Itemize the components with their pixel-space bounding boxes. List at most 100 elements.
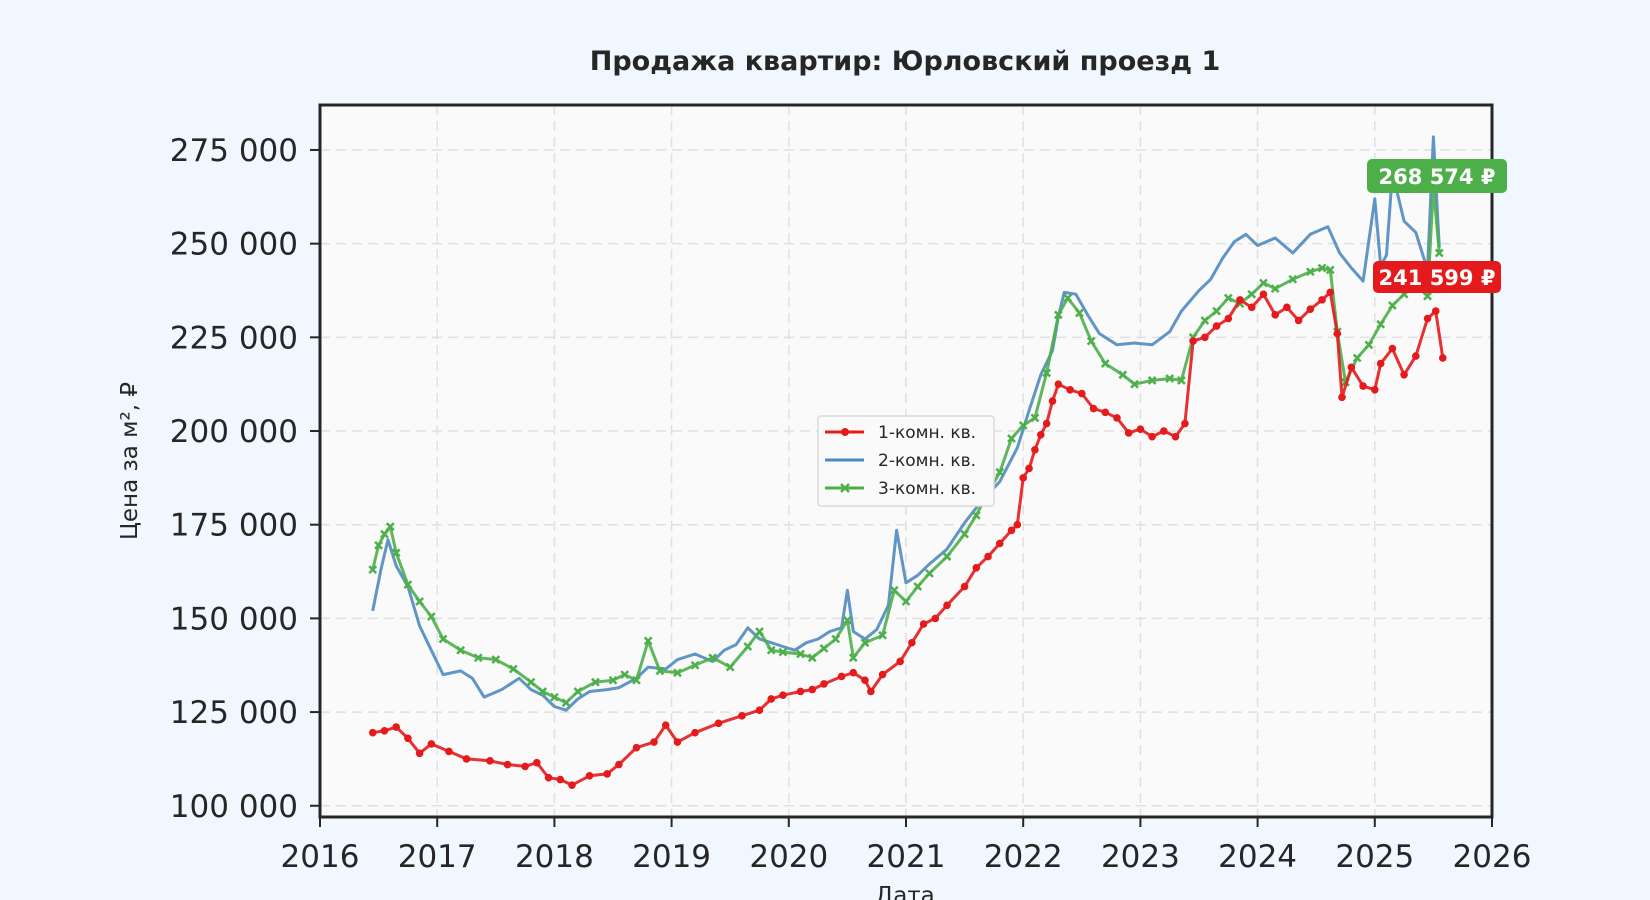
data-point [1325, 265, 1335, 275]
series-line [371, 135, 1441, 712]
x-tick-label: 2017 [398, 839, 477, 875]
data-point [860, 638, 870, 648]
data-point [438, 634, 448, 644]
data-point [1136, 425, 1145, 433]
data-point [1018, 421, 1028, 430]
x-tick-label: 2016 [281, 839, 360, 875]
data-point [1236, 296, 1244, 304]
data-point [491, 655, 501, 664]
data-point [1371, 386, 1379, 394]
data-point [1048, 397, 1057, 405]
data-point [462, 755, 471, 763]
data-point [1118, 370, 1128, 380]
y-axis: 100 000 125 000 150 000 175 000 200 000 225 0… [170, 133, 320, 825]
badge-label: 268 574 ₽ [1379, 165, 1496, 189]
data-point [1294, 316, 1303, 325]
data-point [1031, 445, 1039, 454]
data-point [632, 675, 641, 685]
data-point [403, 580, 413, 590]
data-point [1212, 322, 1221, 330]
data-point [1030, 413, 1040, 423]
last-value-badge: 268 574 ₽ [1367, 159, 1507, 193]
data-point [971, 510, 981, 520]
data-point [1089, 404, 1098, 413]
x-tick-label: 2019 [632, 839, 711, 875]
legend-box [817, 415, 995, 507]
chart-title: Продажа квартир: Юрловский проезд 1 [590, 46, 1221, 77]
data-point [603, 770, 611, 778]
data-point [1247, 303, 1256, 312]
data-point [1007, 434, 1016, 443]
series-lines [368, 135, 1447, 789]
data-point [1063, 293, 1073, 303]
data-point [1376, 359, 1385, 368]
last-value-badge: 241 599 ₽ [1373, 261, 1501, 293]
data-point [1113, 414, 1121, 422]
data-point [1025, 464, 1033, 473]
data-point [632, 743, 641, 752]
legend-label: 2-комн. кв. [878, 451, 976, 471]
y-tick-label: 100 000 [170, 789, 298, 825]
data-point [848, 653, 858, 663]
data-point [1387, 301, 1397, 310]
legend-item: 1-комн. кв. [825, 423, 976, 443]
y-tick-label: 200 000 [170, 414, 298, 450]
data-point [404, 734, 412, 743]
data-point [445, 747, 453, 756]
data-point [1181, 419, 1189, 428]
legend-item: 2-комн. кв. [825, 451, 976, 471]
data-point [643, 636, 653, 646]
x-tick-label: 2023 [1101, 839, 1180, 875]
data-point [456, 645, 466, 655]
data-point [1412, 352, 1420, 360]
series-3 [368, 183, 1444, 708]
data-point [1270, 284, 1280, 294]
data-point [889, 585, 899, 595]
data-point [1317, 263, 1327, 273]
data-point [415, 749, 424, 758]
data-point [901, 597, 911, 606]
data-point [837, 672, 846, 681]
data-point [807, 653, 817, 663]
data-point [673, 738, 682, 746]
x-axis-label: Дата [875, 883, 935, 900]
data-point [1130, 379, 1139, 389]
data-point [995, 539, 1004, 548]
data-point [1306, 305, 1315, 314]
data-point [796, 649, 805, 659]
data-point [1042, 368, 1052, 378]
data-point [1160, 427, 1168, 435]
data-point [1283, 303, 1291, 312]
data-point [831, 634, 841, 644]
badge-background [1367, 159, 1507, 193]
legend-label: 1-комн. кв. [878, 423, 976, 443]
data-point [1224, 314, 1233, 323]
y-tick-label: 225 000 [170, 320, 298, 356]
series-1 [368, 288, 1447, 789]
badge-label: 241 599 ₽ [1379, 266, 1496, 290]
data-point [1376, 319, 1386, 329]
y-tick-label: 125 000 [170, 695, 298, 731]
data-point [691, 728, 699, 737]
data-point [1148, 432, 1156, 441]
data-point [942, 552, 952, 561]
data-point [1201, 333, 1209, 342]
data-point [1271, 311, 1279, 319]
data-point [1177, 376, 1186, 385]
data-point [960, 529, 969, 539]
data-point [908, 638, 916, 647]
data-point [1019, 474, 1027, 482]
data-point [972, 564, 981, 572]
data-point [392, 723, 400, 731]
x-tick-label: 2025 [1335, 839, 1414, 875]
data-point [690, 660, 700, 670]
data-point [1326, 288, 1335, 297]
data-point [568, 781, 576, 789]
data-point [544, 773, 553, 782]
data-point [620, 670, 630, 679]
data-point [867, 687, 875, 696]
data-point [550, 692, 559, 702]
data-point [995, 467, 1005, 477]
data-point [819, 643, 829, 653]
data-point [427, 740, 436, 748]
